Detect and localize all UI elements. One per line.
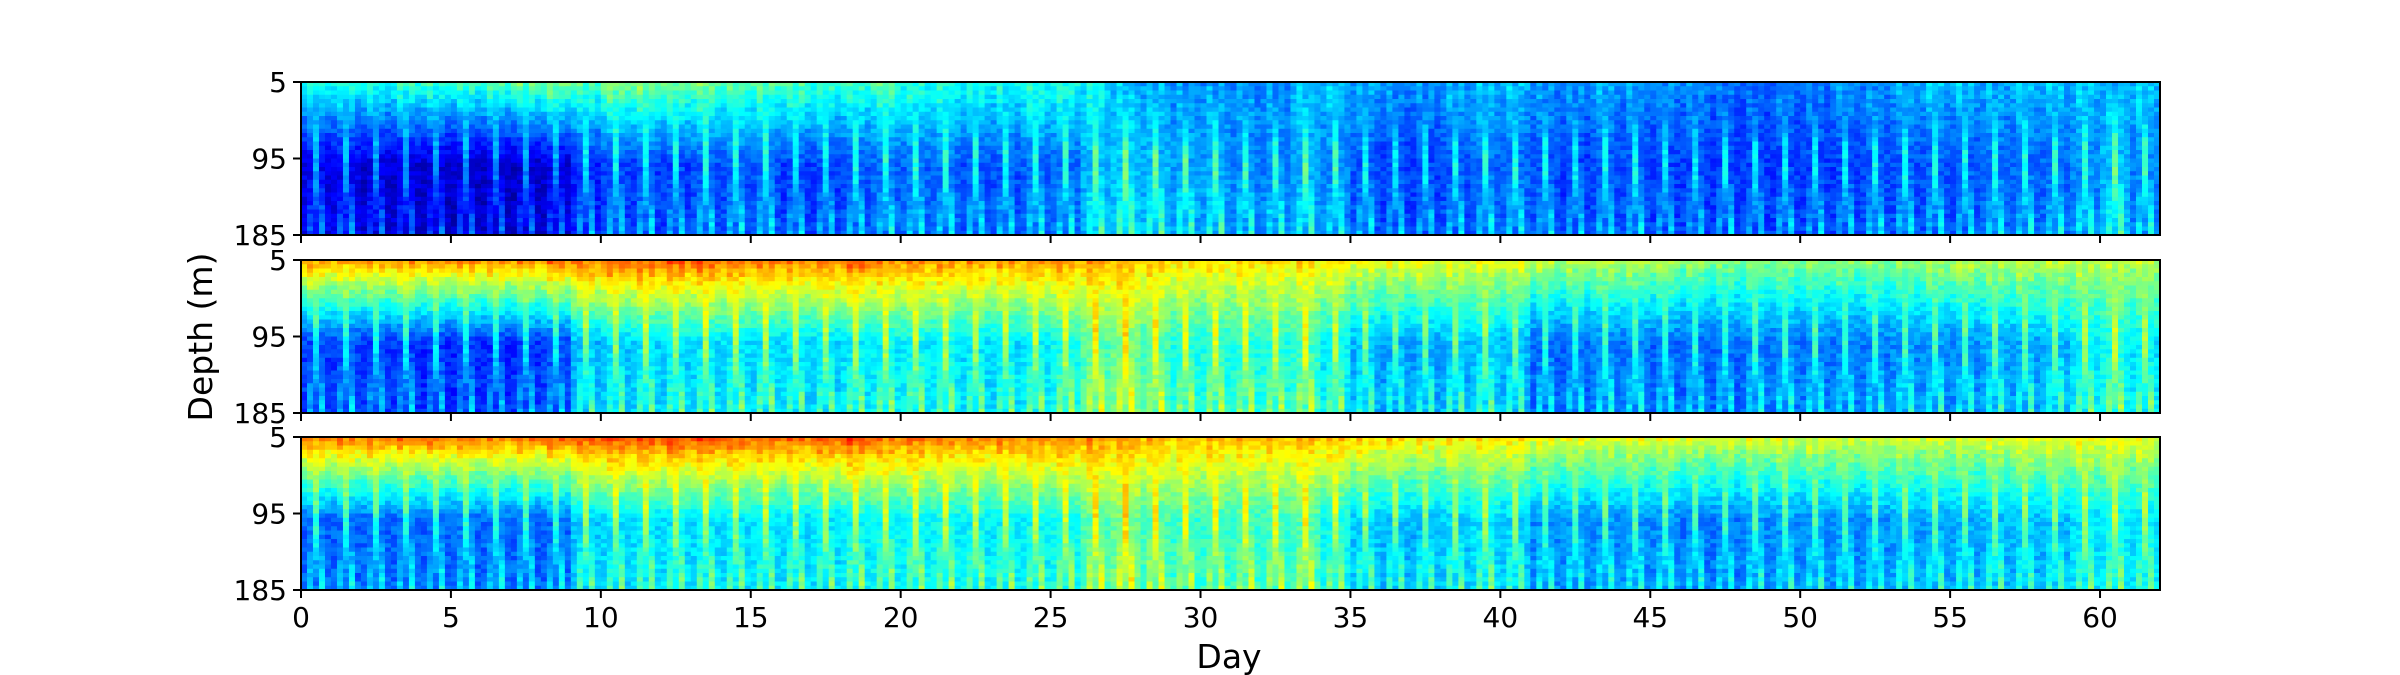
y-tick-label: 5 bbox=[269, 244, 287, 277]
x-tick-label: 5 bbox=[442, 601, 460, 634]
x-tick-label: 45 bbox=[1632, 601, 1668, 634]
y-tick-label: 95 bbox=[251, 498, 287, 531]
x-tick-label: 10 bbox=[583, 601, 619, 634]
y-tick-label: 5 bbox=[269, 66, 287, 99]
x-tick-label: 30 bbox=[1183, 601, 1219, 634]
heatmap-panel-1 bbox=[301, 82, 2161, 236]
heatmap-panel-3 bbox=[301, 437, 2161, 591]
y-axis-label: Depth (m) bbox=[181, 253, 220, 422]
heatmap-panel-2 bbox=[301, 260, 2161, 414]
x-tick-label: 50 bbox=[1782, 601, 1818, 634]
x-tick-label: 60 bbox=[2082, 601, 2118, 634]
y-tick-label: 5 bbox=[269, 421, 287, 454]
y-tick-label: 185 bbox=[234, 574, 287, 607]
x-tick-label: 0 bbox=[292, 601, 310, 634]
x-tick-label: 20 bbox=[883, 601, 919, 634]
x-tick-label: 25 bbox=[1033, 601, 1069, 634]
x-tick-label: 15 bbox=[733, 601, 769, 634]
x-tick-label: 40 bbox=[1483, 601, 1519, 634]
x-tick-label: 55 bbox=[1932, 601, 1968, 634]
x-tick-label: 35 bbox=[1333, 601, 1369, 634]
y-tick-label: 95 bbox=[251, 321, 287, 354]
x-axis-label: Day bbox=[1196, 637, 1261, 675]
y-tick-label: 95 bbox=[251, 143, 287, 176]
